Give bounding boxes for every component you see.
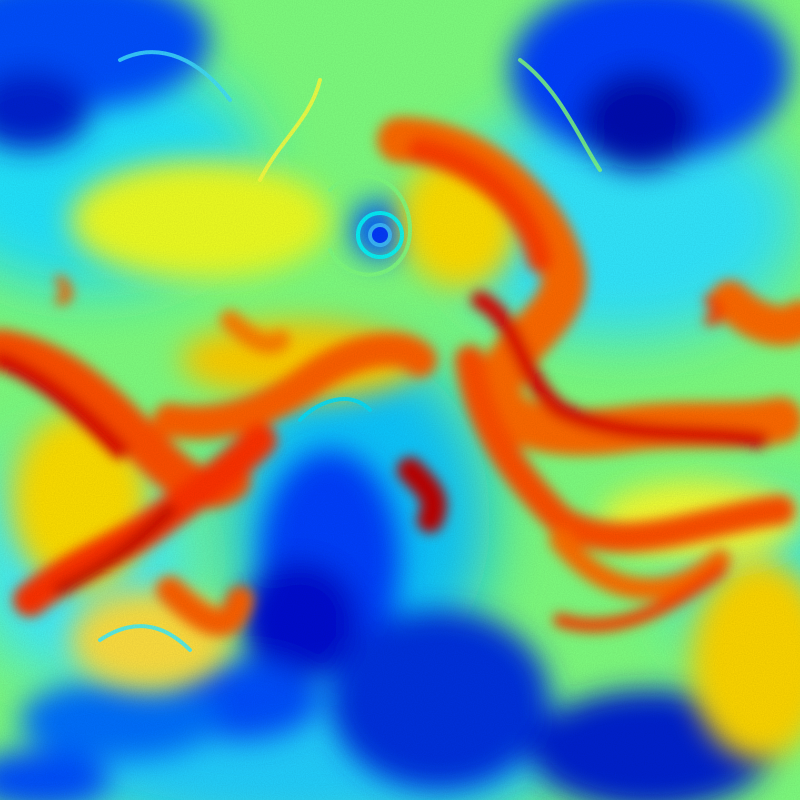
turbulence-field [0, 0, 800, 800]
pixel-texture [0, 0, 800, 800]
turbulence-field-image [0, 0, 800, 800]
